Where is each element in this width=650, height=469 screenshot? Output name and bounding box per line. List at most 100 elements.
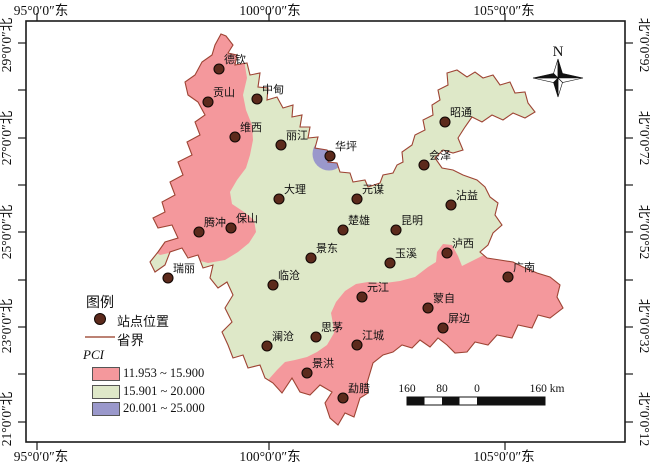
station-dot [384,257,396,269]
station-dot [225,222,237,234]
lat-label-right: 北″0′0°12 [637,392,650,446]
station-label: 楚雄 [348,213,370,227]
legend-index-label: PCI [83,347,104,362]
station-label: 华坪 [335,139,357,153]
scale-label-80: 80 [436,383,448,395]
boundary-line-icon [85,336,115,338]
station-dot [310,331,322,343]
legend-class-mid: 15.901 ~ 20.000 [123,384,205,398]
legend-swatch-high [92,402,120,416]
station-dot [337,224,349,236]
legend-class-high: 20.001 ~ 25.000 [123,401,205,415]
legend-title: 图例 [86,296,114,311]
station-label: 大理 [284,182,306,196]
lat-label-left: 21°0′0″北 [0,391,14,446]
axis-ticks [18,13,633,450]
station-label: 景洪 [312,356,334,370]
station-label: 贡山 [213,86,235,99]
legend: 图例 站点位置 省界 PCI 11.953 ~ 15.900 15.901 ~ … [82,292,232,422]
lat-label-right: 北″0′0°52 [637,205,650,259]
station-label: 昭通 [450,106,472,119]
station-dot-icon [94,313,106,325]
station-label: 澜沧 [272,329,294,343]
station-dot [261,340,273,352]
station-dot [445,199,457,211]
lat-label-right: 北″0′0°32 [637,299,650,353]
station-label: 勐腊 [348,382,370,395]
station-dot [324,150,336,162]
station-dot [337,392,349,404]
station-dot [351,193,363,205]
station-label: 玉溪 [395,247,417,260]
lon-label-top-105: 105°0′0″东 [473,3,534,18]
station-label: 泸西 [452,237,474,250]
station-dot [267,279,279,291]
station-dot [202,96,214,108]
latitude-labels: 29°0′0″北 北″0′0°92 27°0′0″北 北″0′0°72 25°0′0″北… [0,17,650,446]
station-label: 元谋 [362,183,384,196]
station-dot [301,367,313,379]
station-label: 屏边 [448,312,470,325]
station-label: 维西 [240,121,262,134]
legend-swatch-low [92,367,120,381]
lat-label-left: 23°0′0″北 [0,298,14,353]
station-dot [162,272,174,284]
legend-boundary-label: 省界 [117,333,144,348]
station-label: 思茅 [321,321,343,334]
lat-label-left: 29°0′0″北 [0,17,14,72]
lon-label-top-100: 100°0′0″东 [239,3,300,18]
lon-label-bottom-105: 105°0′0″东 [473,449,534,464]
province-boundary [149,33,564,426]
station-dot [193,226,205,238]
station-dot [275,139,287,151]
station-dot [273,193,285,205]
station-label: 瑞丽 [173,261,195,275]
station-label: 蒙自 [433,292,455,305]
lon-label-bottom-100: 100°0′0″东 [239,449,300,464]
station-dot [437,322,449,334]
station-label: 沾益 [456,188,478,202]
station-dot [351,339,363,351]
scale-label-160-left: 160 [398,383,416,395]
station-label: 德钦 [224,52,246,66]
station-dot [422,302,434,314]
station-label: 会泽 [429,149,451,162]
station-dot [305,252,317,264]
lat-label-left: 27°0′0″北 [0,110,14,165]
station-label: 昆明 [401,214,423,227]
station-label: 江城 [362,329,384,342]
legend-class-low: 11.953 ~ 15.900 [123,366,205,380]
station-dot [502,271,514,283]
lat-label-left: 25°0′0″北 [0,204,14,259]
lat-label-right: 北″0′0°72 [637,111,650,165]
station-dot [356,291,368,303]
north-arrow-icon: N [532,44,584,98]
station-label: 丽江 [286,129,308,142]
scale-bar: 160 80 0 160 km [398,383,565,406]
station-dot [390,224,402,236]
station-dot [213,63,225,75]
station-label: 广南 [513,261,535,274]
station-label: 中甸 [262,83,284,96]
lon-label-top-95: 95°0′0″东 [14,3,68,18]
lon-label-bottom-95: 95°0′0″东 [14,449,68,464]
legend-swatch-mid [92,385,120,399]
station-label: 保山 [236,211,258,225]
map-frame [25,20,626,443]
north-arrow-label: N [553,44,564,60]
station-dot [418,159,430,171]
scale-label-0: 0 [474,383,480,395]
station-dot [441,247,453,259]
station-label: 景东 [316,242,338,255]
station-label: 临沧 [278,268,300,282]
legend-station-label: 站点位置 [117,314,170,329]
lat-label-right: 北″0′0°92 [637,18,650,72]
scale-label-160km: 160 km [530,383,565,395]
station-dot [251,93,263,105]
station-dot [229,131,241,143]
station-label: 腾冲 [204,215,226,229]
station-dot [439,116,451,128]
